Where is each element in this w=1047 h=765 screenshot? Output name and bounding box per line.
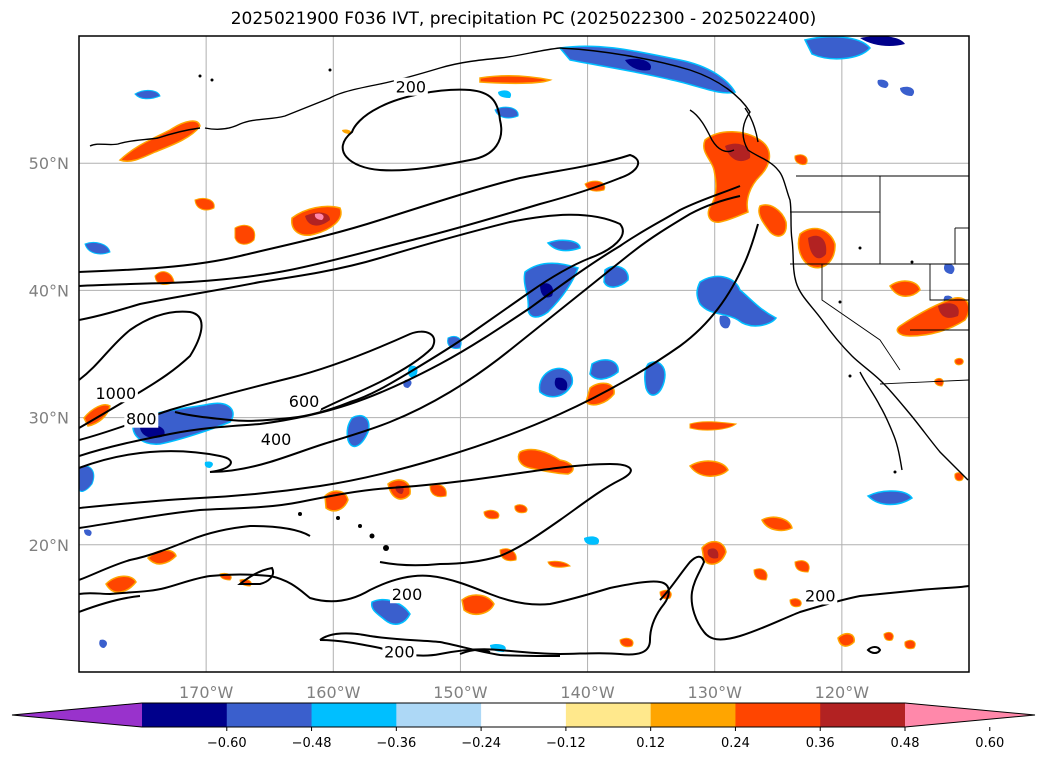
colorbar-label: 0.12 xyxy=(636,736,665,751)
latitude-labels: 20°N 30°N 40°N 50°N xyxy=(29,154,69,555)
colorbar-segment xyxy=(735,703,821,727)
colorbar-extend-low xyxy=(12,703,142,727)
ivt-contour-label: 400 xyxy=(261,430,292,449)
colorbar-segment xyxy=(650,703,736,727)
contour-label-background xyxy=(390,585,425,604)
lat-tick-label: 30°N xyxy=(29,409,69,428)
ivt-contour-label: 600 xyxy=(289,392,320,411)
lat-tick-label: 20°N xyxy=(29,536,69,555)
colorbar-label: 0.48 xyxy=(891,736,920,751)
colorbar-extend-high xyxy=(905,703,1035,727)
ivt-contour-label: 200 xyxy=(384,642,415,661)
ivt-contour-label: 200 xyxy=(392,585,423,604)
contour-label-background xyxy=(124,409,159,428)
colorbar-label: −0.48 xyxy=(292,736,332,751)
map-frame xyxy=(78,35,970,673)
ivt-contour-label: 200 xyxy=(396,78,427,97)
ivt-contour-label: 1000 xyxy=(96,384,137,403)
state-borders xyxy=(790,175,969,385)
islands xyxy=(198,68,914,551)
lon-tick-label: 120°W xyxy=(815,683,870,702)
colorbar: −0.60 −0.48 −0.36 −0.24 −0.12 0.12 0.24 0.36 0.4… xyxy=(11,702,1036,751)
map-area: 200 1000 800 600 400 200 200 200 xyxy=(79,36,969,672)
colorbar-label: −0.12 xyxy=(546,736,586,751)
lat-tick-label: 50°N xyxy=(29,154,69,173)
colorbar-outline xyxy=(11,702,1036,728)
colorbar-label: 0.24 xyxy=(721,736,750,751)
contour-label-background xyxy=(287,391,322,410)
colorbar-label: −0.24 xyxy=(461,736,501,751)
lon-tick-label: 170°W xyxy=(179,683,234,702)
coastlines xyxy=(89,47,969,481)
colorbar-segment xyxy=(142,703,228,727)
colorbar-label: −0.60 xyxy=(207,736,247,751)
ivt-contours xyxy=(79,88,969,657)
longitude-labels: 170°W 160°W 150°W 140°W 130°W 120°W xyxy=(179,683,869,702)
colorbar-segment xyxy=(481,703,567,727)
lon-tick-label: 150°W xyxy=(433,683,488,702)
colorbar-segment xyxy=(311,703,397,727)
ivt-contour-labels: 200 1000 800 600 400 200 200 200 xyxy=(93,77,838,661)
colorbar-segment xyxy=(565,703,652,727)
colorbar-label: 0.60 xyxy=(975,736,1004,751)
lon-tick-label: 160°W xyxy=(306,683,361,702)
lon-tick-label: 140°W xyxy=(560,683,615,702)
ivt-contour-label: 800 xyxy=(126,410,157,429)
contour-label-background xyxy=(803,586,838,605)
map-title: 2025021900 F036 IVT, precipitation PC (2… xyxy=(230,9,817,29)
contour-label-background xyxy=(259,430,294,449)
colorbar-segment xyxy=(820,703,906,727)
lon-tick-label: 130°W xyxy=(688,683,743,702)
contour-label-background xyxy=(93,384,138,403)
lat-tick-label: 40°N xyxy=(29,281,69,300)
ivt-contour-label: 200 xyxy=(805,586,836,605)
contour-label-background xyxy=(382,642,417,661)
colorbar-segment xyxy=(226,703,313,727)
colorbar-segment xyxy=(396,703,482,727)
contour-label-background xyxy=(393,77,428,96)
colorbar-label: 0.36 xyxy=(806,736,835,751)
colorbar-label: −0.36 xyxy=(376,736,416,751)
